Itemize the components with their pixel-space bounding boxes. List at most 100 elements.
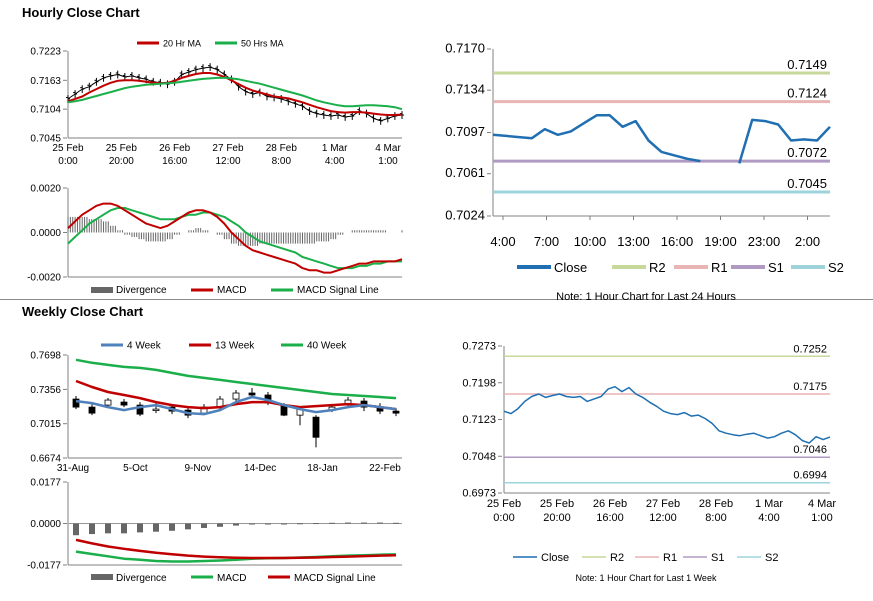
- weekly-1w-legend-label: R1: [663, 552, 677, 564]
- weekly-price-y-tick: 0.7015: [30, 419, 61, 430]
- weekly-price-40w-line: [75, 358, 397, 400]
- hourly-macd-legend-label: MACD Signal Line: [297, 285, 379, 296]
- hourly-macd-legend-label: MACD: [217, 285, 246, 296]
- weekly-price-y-tick: 0.6674: [30, 454, 61, 465]
- weekly-macd-divergence-bar: [73, 523, 79, 536]
- weekly-candle-body: [72, 398, 80, 408]
- hourly-price-x-tick: 0:00: [58, 156, 78, 167]
- weekly-candle-body: [120, 401, 128, 406]
- weekly-1w-x-tick: 25 Feb: [540, 498, 574, 510]
- weekly-candle-body: [392, 410, 400, 414]
- weekly-macd-y-tick: 0.0177: [30, 478, 61, 489]
- hourly-24h-close-line: [492, 114, 831, 164]
- weekly-candle-body: [152, 408, 160, 412]
- hourly-price-ma50-line: [67, 76, 403, 111]
- weekly-section-title: Weekly Close Chart: [22, 304, 144, 319]
- weekly-macd-divergence-bar: [361, 522, 367, 524]
- weekly-macd-legend-label: MACD Signal Line: [294, 573, 376, 584]
- hourly-macd-y-tick: 0.0000: [30, 228, 61, 239]
- hourly-24h-y-tick: 0.7170: [445, 41, 485, 56]
- weekly-macd-divergence-bar: [265, 523, 271, 525]
- weekly-1w-y-tick: 0.7123: [462, 414, 496, 426]
- weekly-1w-x-tick: 0:00: [493, 512, 514, 524]
- hourly-24h-legend-label: R2: [649, 260, 666, 275]
- hourly-price-y-tick: 0.7163: [30, 76, 61, 87]
- weekly-1w-y-tick: 0.6973: [462, 488, 496, 500]
- weekly-price-y-tick: 0.7356: [30, 385, 61, 396]
- weekly-macd-divergence-bar: [393, 522, 399, 524]
- weekly-candle-body: [312, 416, 320, 438]
- hourly-price-x-tick: 1:00: [378, 156, 398, 167]
- weekly-1w-x-tick: 20:00: [543, 512, 571, 524]
- weekly-1w-s1-label: 0.7046: [793, 444, 827, 456]
- hourly-price-x-tick: 25 Feb: [106, 143, 138, 154]
- hourly-24h-x-tick: 7:00: [534, 234, 559, 249]
- hourly-price-x-tick: 25 Feb: [52, 143, 84, 154]
- hourly-price-x-tick: 16:00: [162, 156, 187, 167]
- weekly-macd-divergence-bar: [329, 522, 335, 524]
- weekly-price-x-tick: 14-Dec: [244, 463, 276, 474]
- hourly-24h-y-tick: 0.7134: [445, 82, 485, 97]
- weekly-macd-divergence-bar: [217, 523, 223, 527]
- hourly-24h-y-tick: 0.7061: [445, 165, 485, 180]
- weekly-macd-legend-label: Divergence: [116, 573, 167, 584]
- weekly-1w-legend-label: S1: [711, 552, 724, 564]
- weekly-1w-x-tick: 1:00: [811, 512, 832, 524]
- hourly-24h-s1-label: 0.7072: [787, 145, 827, 160]
- hourly-price-x-tick: 20:00: [109, 156, 134, 167]
- weekly-price-4w-line: [75, 395, 397, 416]
- weekly-1w-x-tick: 8:00: [705, 512, 726, 524]
- weekly-candle-body: [248, 392, 256, 396]
- weekly-macd-divergence-bar: [105, 523, 111, 534]
- weekly-1w-legend-label: S2: [765, 552, 778, 564]
- weekly-macd-divergence-bar: [249, 523, 255, 525]
- weekly-1w-y-tick: 0.7198: [462, 377, 496, 389]
- weekly-macd-y-tick: 0.0000: [30, 519, 61, 530]
- hourly-price-y-tick: 0.7223: [30, 47, 61, 58]
- weekly-1w-r1-label: 0.7175: [793, 381, 827, 393]
- weekly-1w-x-tick: 12:00: [649, 512, 677, 524]
- weekly-macd-divergence-bar: [281, 523, 287, 525]
- hourly-24h-s2-label: 0.7045: [787, 176, 827, 191]
- hourly-macd-legend-swatch: [91, 287, 113, 293]
- weekly-1w-legend-label: R2: [610, 552, 624, 564]
- weekly-1w-legend-label: Close: [541, 552, 569, 564]
- hourly-macd-signal-line: [67, 207, 402, 270]
- weekly-candle-body: [104, 399, 112, 406]
- hourly-section-title: Hourly Close Chart: [22, 5, 140, 20]
- weekly-price-x-tick: 18-Jan: [307, 463, 338, 474]
- hourly-24h-legend-label: R1: [711, 260, 728, 275]
- hourly-price-legend-label: 20 Hr MA: [163, 39, 201, 49]
- weekly-1w-y-tick: 0.7048: [462, 451, 496, 463]
- weekly-macd-divergence-bar: [313, 523, 319, 525]
- weekly-price-legend-label: 4 Week: [127, 341, 162, 352]
- weekly-candle-body: [88, 406, 96, 414]
- weekly-macd-divergence-bar: [201, 523, 207, 528]
- weekly-1w-close-line: [503, 385, 831, 444]
- weekly-price-x-tick: 31-Aug: [57, 463, 89, 474]
- hourly-24h-x-tick: 4:00: [490, 234, 515, 249]
- hourly-macd-line: [67, 202, 403, 274]
- weekly-1w-x-tick: 28 Feb: [699, 498, 733, 510]
- weekly-1w-x-tick: 4 Mar: [808, 498, 836, 510]
- weekly-1w-x-tick: 25 Feb: [487, 498, 521, 510]
- weekly-macd-divergence-bar: [169, 523, 175, 531]
- hourly-24h-r2-label: 0.7149: [787, 57, 827, 72]
- weekly-macd-y-tick: -0.0177: [27, 561, 61, 572]
- weekly-macd-legend-swatch: [91, 574, 113, 580]
- hourly-24h-x-tick: 13:00: [617, 234, 650, 249]
- hourly-macd-legend-label: Divergence: [116, 285, 167, 296]
- weekly-macd-divergence-bar: [377, 522, 383, 524]
- hourly-price-x-tick: 12:00: [215, 156, 240, 167]
- weekly-price-x-tick: 9-Nov: [184, 463, 211, 474]
- weekly-macd-divergence-bar: [185, 523, 191, 530]
- hourly-24h-legend-label: S1: [768, 260, 784, 275]
- weekly-macd-divergence-bar: [153, 523, 159, 532]
- hourly-price-y-tick: 0.7104: [30, 105, 61, 116]
- weekly-macd-divergence-bar: [297, 523, 303, 525]
- hourly-24h-legend-label: S2: [828, 260, 844, 275]
- hourly-macd-y-tick: 0.0020: [30, 184, 61, 195]
- hourly-24h-x-tick: 2:00: [795, 234, 820, 249]
- weekly-1w-x-tick: 26 Feb: [593, 498, 627, 510]
